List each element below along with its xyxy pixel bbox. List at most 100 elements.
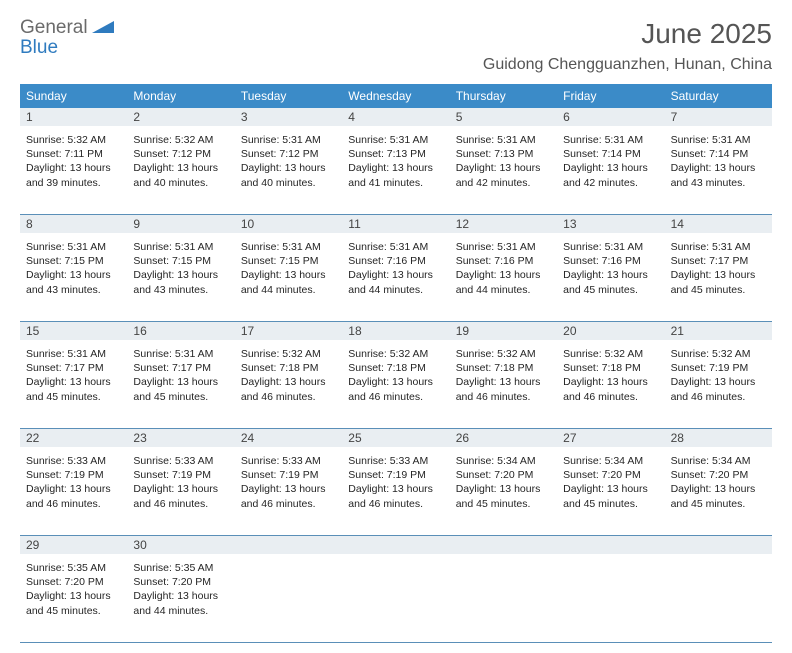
day-info-line: Sunrise: 5:31 AM: [26, 347, 121, 361]
location-subtitle: Guidong Chengguanzhen, Hunan, China: [483, 56, 772, 74]
day-info-line: and 46 minutes.: [241, 497, 336, 511]
day-number: 10: [235, 215, 342, 233]
day-number: 9: [127, 215, 234, 233]
day-cell: Sunrise: 5:32 AMSunset: 7:12 PMDaylight:…: [127, 126, 234, 214]
day-info-line: Daylight: 13 hours: [133, 161, 228, 175]
day-info: Sunrise: 5:35 AMSunset: 7:20 PMDaylight:…: [26, 558, 121, 618]
day-info-line: Sunrise: 5:31 AM: [563, 240, 658, 254]
day-info-line: Sunset: 7:18 PM: [348, 361, 443, 375]
day-info-line: and 45 minutes.: [456, 497, 551, 511]
day-info-line: and 44 minutes.: [241, 283, 336, 297]
day-info: Sunrise: 5:32 AMSunset: 7:18 PMDaylight:…: [456, 344, 551, 404]
day-info-line: and 40 minutes.: [133, 176, 228, 190]
day-number: 7: [665, 108, 772, 126]
day-info-line: Daylight: 13 hours: [456, 482, 551, 496]
day-info: Sunrise: 5:33 AMSunset: 7:19 PMDaylight:…: [348, 451, 443, 511]
day-info-line: Daylight: 13 hours: [456, 375, 551, 389]
day-cell: Sunrise: 5:34 AMSunset: 7:20 PMDaylight:…: [557, 447, 664, 535]
day-number: 12: [450, 215, 557, 233]
week-row: Sunrise: 5:35 AMSunset: 7:20 PMDaylight:…: [20, 554, 772, 643]
day-number: 4: [342, 108, 449, 126]
day-number: 8: [20, 215, 127, 233]
day-info-line: Sunset: 7:19 PM: [671, 361, 766, 375]
day-info: Sunrise: 5:32 AMSunset: 7:18 PMDaylight:…: [241, 344, 336, 404]
day-number: 1: [20, 108, 127, 126]
day-info-line: Sunset: 7:15 PM: [133, 254, 228, 268]
day-info-line: Sunrise: 5:32 AM: [348, 347, 443, 361]
week-row: Sunrise: 5:33 AMSunset: 7:19 PMDaylight:…: [20, 447, 772, 536]
day-info-line: and 46 minutes.: [26, 497, 121, 511]
daynum-row: 22232425262728: [20, 429, 772, 447]
day-info-line: Sunset: 7:17 PM: [671, 254, 766, 268]
day-cell: Sunrise: 5:31 AMSunset: 7:14 PMDaylight:…: [557, 126, 664, 214]
day-cell: Sunrise: 5:31 AMSunset: 7:16 PMDaylight:…: [450, 233, 557, 321]
day-info-line: Sunrise: 5:33 AM: [241, 454, 336, 468]
day-info-line: and 46 minutes.: [241, 390, 336, 404]
day-info-line: Sunrise: 5:32 AM: [456, 347, 551, 361]
daynum-row: 1234567: [20, 108, 772, 126]
day-number: 19: [450, 322, 557, 340]
calendar-grid: Sunday Monday Tuesday Wednesday Thursday…: [20, 84, 772, 643]
day-info-line: Sunrise: 5:32 AM: [563, 347, 658, 361]
day-info: Sunrise: 5:31 AMSunset: 7:17 PMDaylight:…: [133, 344, 228, 404]
day-cell: Sunrise: 5:31 AMSunset: 7:13 PMDaylight:…: [450, 126, 557, 214]
day-cell: Sunrise: 5:31 AMSunset: 7:15 PMDaylight:…: [20, 233, 127, 321]
day-cell: Sunrise: 5:31 AMSunset: 7:17 PMDaylight:…: [127, 340, 234, 428]
day-info: Sunrise: 5:34 AMSunset: 7:20 PMDaylight:…: [456, 451, 551, 511]
week-row: Sunrise: 5:31 AM Sunset: 7:15 PM Daylight:…: [20, 233, 772, 322]
empty-cell: [450, 554, 557, 642]
day-number: 26: [450, 429, 557, 447]
day-number: [450, 536, 557, 554]
day-info-line: Sunrise: 5:31 AM: [133, 347, 228, 361]
day-info: Sunrise: 5:32 AMSunset: 7:19 PMDaylight:…: [671, 344, 766, 404]
day-info-line: and 45 minutes.: [563, 497, 658, 511]
day-number: 5: [450, 108, 557, 126]
day-info: Sunrise: 5:33 AMSunset: 7:19 PMDaylight:…: [241, 451, 336, 511]
day-info-line: Daylight: 13 hours: [348, 482, 443, 496]
day-info-line: Daylight: 13 hours: [563, 375, 658, 389]
day-info-line: and 45 minutes.: [26, 390, 121, 404]
day-info-line: Daylight: 13 hours: [241, 482, 336, 496]
day-number: [665, 536, 772, 554]
day-info-line: and 42 minutes.: [456, 176, 551, 190]
weeks-container: 1234567Sunrise: 5:32 AMSunset: 7:11 PMDa…: [20, 108, 772, 643]
day-number: 13: [557, 215, 664, 233]
day-info-line: Daylight: 13 hours: [348, 161, 443, 175]
day-info: Sunrise: 5:31 AMSunset: 7:16 PMDaylight:…: [348, 237, 443, 297]
header-row: General Blue June 2025 Guidong Chengguan…: [20, 18, 772, 74]
title-block: June 2025 Guidong Chengguanzhen, Hunan, …: [483, 18, 772, 74]
day-info-line: Sunset: 7:17 PM: [26, 361, 121, 375]
day-info-line: and 45 minutes.: [133, 390, 228, 404]
day-info-line: Daylight: 13 hours: [133, 375, 228, 389]
day-info-line: and 46 minutes.: [563, 390, 658, 404]
day-info-line: Daylight: 13 hours: [456, 161, 551, 175]
weekday-header: Sunday: [20, 84, 127, 108]
day-info: Sunrise: 5:35 AMSunset: 7:20 PMDaylight:…: [133, 558, 228, 618]
day-info-line: Daylight: 13 hours: [671, 375, 766, 389]
day-info-line: Sunset: 7:18 PM: [456, 361, 551, 375]
day-info-line: and 45 minutes.: [671, 497, 766, 511]
day-cell: Sunrise: 5:33 AMSunset: 7:19 PMDaylight:…: [342, 447, 449, 535]
day-info-line: Sunset: 7:20 PM: [26, 575, 121, 589]
day-cell: Sunrise: 5:32 AMSunset: 7:18 PMDaylight:…: [342, 340, 449, 428]
day-cell: Sunrise: 5:31 AMSunset: 7:13 PMDaylight:…: [342, 126, 449, 214]
day-info-line: Sunset: 7:15 PM: [26, 254, 121, 268]
day-info: Sunrise: 5:31 AMSunset: 7:16 PMDaylight:…: [563, 237, 658, 297]
day-number: 11: [342, 215, 449, 233]
day-info-line: Sunrise: 5:31 AM: [563, 133, 658, 147]
day-number: [342, 536, 449, 554]
day-info-line: and 45 minutes.: [563, 283, 658, 297]
day-info-line: Sunset: 7:19 PM: [348, 468, 443, 482]
day-info-line: Sunrise: 5:35 AM: [133, 561, 228, 575]
day-info: Sunrise: 5:31 AMSunset: 7:17 PMDaylight:…: [671, 237, 766, 297]
day-number: 25: [342, 429, 449, 447]
day-info-line: Sunset: 7:20 PM: [671, 468, 766, 482]
day-info-line: and 44 minutes.: [133, 604, 228, 618]
day-info-line: Daylight: 13 hours: [241, 268, 336, 282]
day-info-line: Daylight: 13 hours: [348, 268, 443, 282]
day-info-line: Sunset: 7:19 PM: [133, 468, 228, 482]
day-info-line: Sunset: 7:20 PM: [456, 468, 551, 482]
day-cell: Sunrise: 5:31 AMSunset: 7:15 PMDaylight:…: [127, 233, 234, 321]
weekday-header: Wednesday: [342, 84, 449, 108]
day-number: 23: [127, 429, 234, 447]
